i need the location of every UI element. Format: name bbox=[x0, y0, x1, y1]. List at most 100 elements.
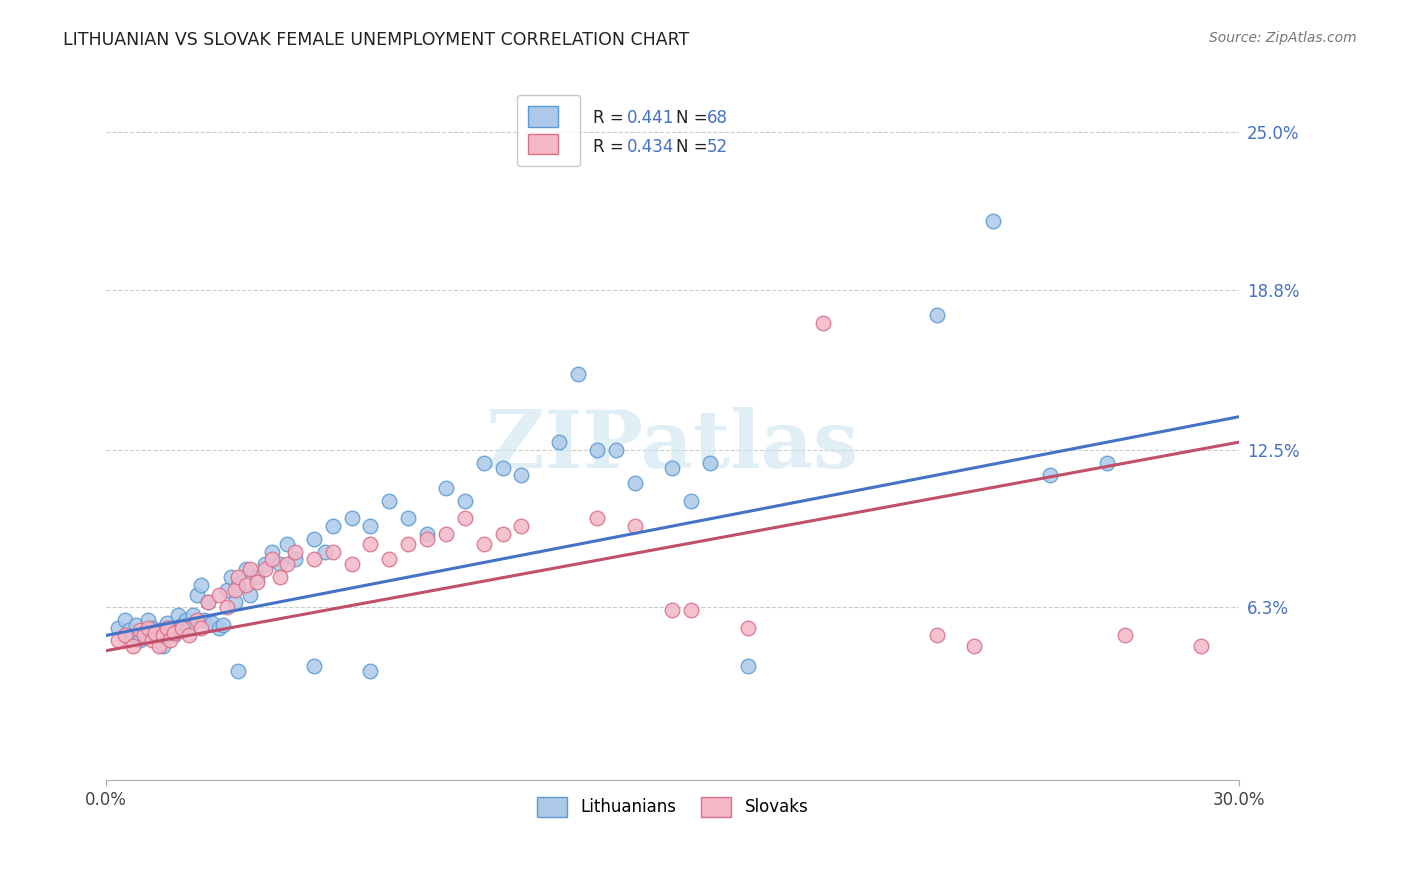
Point bbox=[359, 537, 381, 551]
Point bbox=[276, 537, 298, 551]
Point bbox=[322, 544, 344, 558]
Point bbox=[269, 558, 291, 572]
Point bbox=[228, 664, 250, 678]
Text: LITHUANIAN VS SLOVAK FEMALE UNEMPLOYMENT CORRELATION CHART: LITHUANIAN VS SLOVAK FEMALE UNEMPLOYMENT… bbox=[63, 31, 689, 49]
Point bbox=[396, 537, 419, 551]
Text: R =: R = bbox=[593, 109, 628, 127]
Point bbox=[416, 532, 439, 546]
Point bbox=[623, 519, 645, 533]
Point bbox=[143, 625, 166, 640]
Point bbox=[163, 625, 186, 640]
Point bbox=[340, 511, 363, 525]
Point bbox=[197, 595, 219, 609]
Point bbox=[179, 621, 201, 635]
Point bbox=[215, 600, 238, 615]
Text: Source: ZipAtlas.com: Source: ZipAtlas.com bbox=[1209, 31, 1357, 45]
Point bbox=[159, 621, 181, 635]
Point bbox=[132, 628, 155, 642]
Point bbox=[253, 562, 276, 576]
Point bbox=[136, 621, 159, 635]
Point bbox=[586, 511, 609, 525]
Point bbox=[510, 519, 533, 533]
Point bbox=[141, 621, 163, 635]
Point bbox=[114, 628, 136, 642]
Point bbox=[136, 613, 159, 627]
Point bbox=[159, 633, 181, 648]
Point bbox=[623, 475, 645, 490]
Point bbox=[141, 633, 163, 648]
Point bbox=[228, 577, 250, 591]
Legend: Lithuanians, Slovaks: Lithuanians, Slovaks bbox=[529, 789, 817, 825]
Text: 68: 68 bbox=[706, 109, 727, 127]
Point bbox=[143, 628, 166, 642]
Point bbox=[491, 526, 513, 541]
Point bbox=[284, 544, 307, 558]
Point bbox=[163, 628, 186, 642]
Point bbox=[156, 621, 179, 635]
Text: 0.434: 0.434 bbox=[627, 137, 675, 155]
Point bbox=[548, 435, 571, 450]
Point bbox=[190, 577, 212, 591]
Point bbox=[239, 562, 262, 576]
Point bbox=[699, 456, 721, 470]
Point bbox=[1095, 456, 1118, 470]
Point bbox=[224, 595, 246, 609]
Point bbox=[813, 316, 835, 330]
Point bbox=[235, 577, 257, 591]
Point bbox=[378, 493, 401, 508]
Point bbox=[262, 544, 284, 558]
Point bbox=[681, 493, 703, 508]
Point bbox=[125, 618, 148, 632]
Point bbox=[215, 582, 238, 597]
Point bbox=[239, 588, 262, 602]
Point bbox=[156, 615, 179, 630]
Point bbox=[107, 633, 129, 648]
Point bbox=[148, 624, 170, 638]
Point bbox=[201, 615, 224, 630]
Point bbox=[322, 519, 344, 533]
Point bbox=[284, 552, 307, 566]
Point bbox=[246, 574, 269, 589]
Point bbox=[378, 552, 401, 566]
Point bbox=[661, 460, 683, 475]
Point bbox=[219, 570, 242, 584]
Point bbox=[925, 308, 948, 322]
Point bbox=[359, 664, 381, 678]
Point bbox=[491, 460, 513, 475]
Point bbox=[454, 493, 477, 508]
Point bbox=[1039, 468, 1062, 483]
Point bbox=[472, 456, 495, 470]
Point bbox=[152, 628, 174, 642]
Point bbox=[605, 442, 627, 457]
Point bbox=[434, 481, 457, 495]
Text: 0.441: 0.441 bbox=[627, 109, 675, 127]
Text: ZIPatlas: ZIPatlas bbox=[486, 407, 859, 484]
Text: 52: 52 bbox=[706, 137, 727, 155]
Point bbox=[472, 537, 495, 551]
Point bbox=[181, 608, 204, 623]
Point bbox=[434, 526, 457, 541]
Point bbox=[681, 603, 703, 617]
Point bbox=[981, 214, 1004, 228]
Point bbox=[359, 519, 381, 533]
Point bbox=[186, 613, 208, 627]
Point bbox=[107, 621, 129, 635]
Point bbox=[212, 618, 235, 632]
Point bbox=[132, 625, 155, 640]
Point bbox=[1189, 639, 1212, 653]
Point bbox=[454, 511, 477, 525]
Point bbox=[129, 624, 152, 638]
Point bbox=[737, 659, 759, 673]
Point bbox=[510, 468, 533, 483]
Point bbox=[262, 552, 284, 566]
Point bbox=[152, 639, 174, 653]
Point bbox=[302, 659, 325, 673]
Point bbox=[208, 621, 231, 635]
Point bbox=[302, 532, 325, 546]
Point bbox=[186, 588, 208, 602]
Point bbox=[925, 628, 948, 642]
Point bbox=[114, 613, 136, 627]
Point bbox=[253, 558, 276, 572]
Point bbox=[167, 608, 190, 623]
Point bbox=[208, 588, 231, 602]
